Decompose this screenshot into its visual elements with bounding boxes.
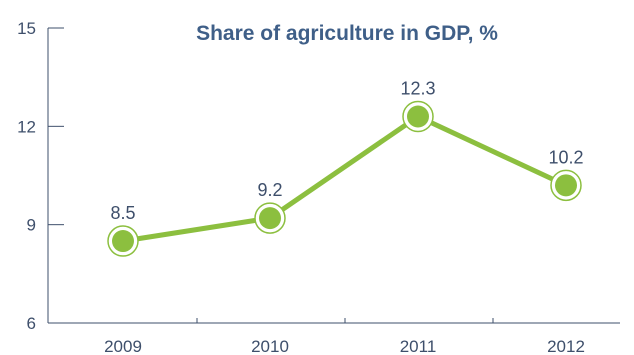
y-tick-label: 15	[17, 19, 36, 38]
data-point	[112, 230, 134, 253]
data-points: 8.5 9.2 12.3 10.2	[107, 79, 584, 257]
y-tick-label: 6	[27, 314, 36, 333]
x-tick-label: 2011	[400, 337, 437, 355]
x-tick-label: 2012	[547, 337, 585, 355]
x-tick-label: 2009	[104, 337, 142, 355]
y-axis-ticks: 6 9 12 15	[17, 19, 64, 333]
x-axis-ticks: 2009 2010 2011 2012	[104, 318, 585, 355]
series-line	[120, 114, 569, 244]
data-label: 10.2	[548, 147, 583, 167]
data-label: 8.5	[110, 203, 135, 223]
y-tick-label: 9	[27, 216, 36, 235]
data-point	[407, 105, 429, 128]
data-point	[259, 207, 281, 230]
y-tick-label: 12	[17, 117, 36, 136]
chart-title: Share of agriculture in GDP, %	[196, 22, 498, 45]
data-label: 9.2	[257, 180, 282, 200]
data-label: 12.3	[400, 79, 435, 99]
data-point	[555, 174, 577, 197]
x-tick-label: 2010	[251, 337, 289, 355]
